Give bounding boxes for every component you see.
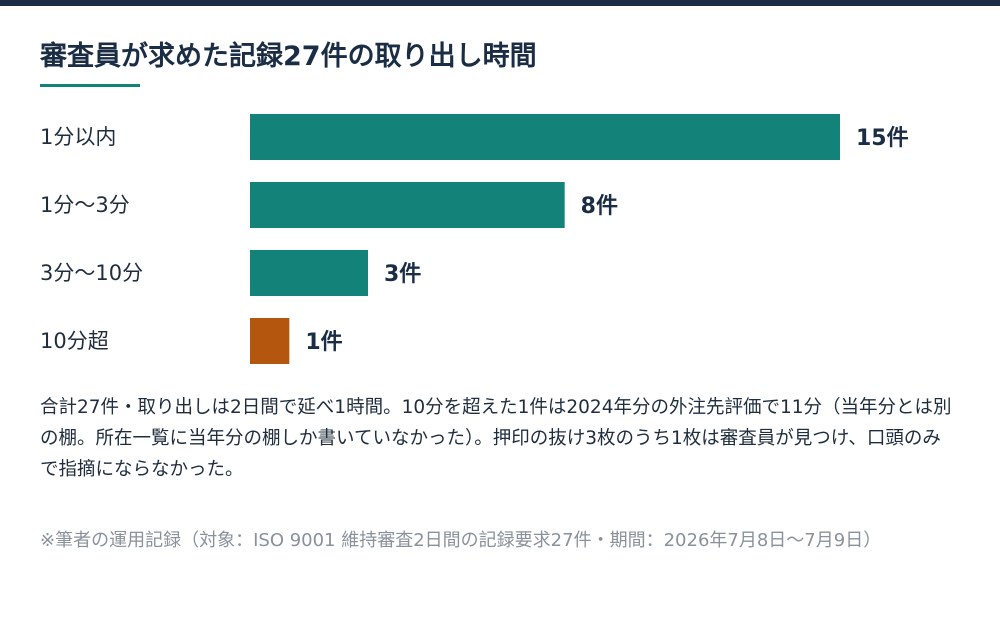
value-label: 1件 xyxy=(305,330,342,355)
top-accent-bar xyxy=(0,0,1000,6)
category-label: 1分〜3分 xyxy=(40,193,130,217)
value-label: 3件 xyxy=(384,262,421,287)
summary-note: 合計27件・取り出しは2日間で延べ1時間。10分を超えた1件は2024年分の外注… xyxy=(40,397,952,480)
title-underline xyxy=(40,84,140,87)
bar xyxy=(250,318,290,364)
bar-chart: 1分以内 15件 1分〜3分 8件 3分〜10分 3件 10分超 1件 xyxy=(40,114,909,364)
bar xyxy=(250,114,840,160)
source-note: ※筆者の運用記録（対象：ISO 9001 維持審査2日間の記録要求27件・期間：… xyxy=(40,530,882,551)
value-label: 8件 xyxy=(581,194,618,219)
category-label: 3分〜10分 xyxy=(40,261,143,285)
category-label: 10分超 xyxy=(40,329,109,353)
chart-title: 審査員が求めた記録27件の取り出し時間 xyxy=(40,41,537,72)
value-label: 15件 xyxy=(856,126,909,151)
category-label: 1分以内 xyxy=(40,125,116,149)
bar xyxy=(250,182,565,228)
bar xyxy=(250,250,368,296)
